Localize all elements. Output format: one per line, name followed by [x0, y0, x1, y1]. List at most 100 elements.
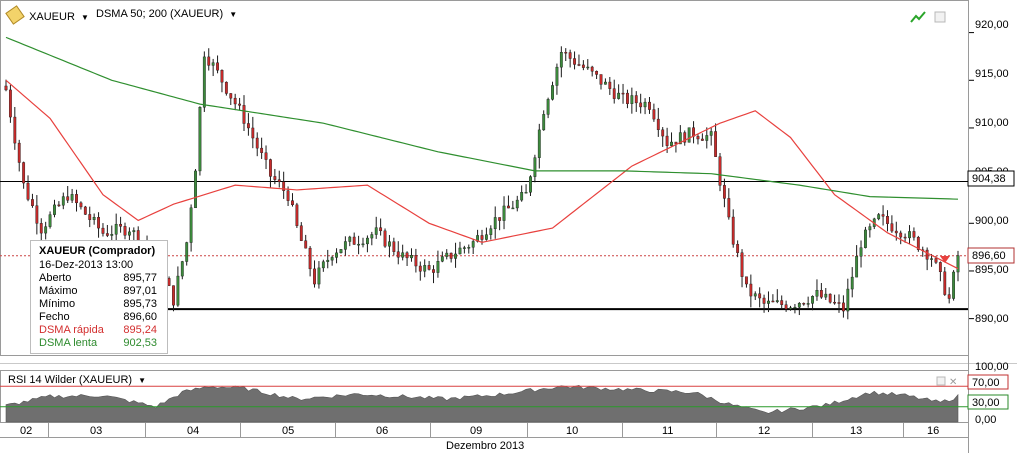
tooltip-row-label: Máximo: [39, 285, 78, 297]
candle-body: [216, 62, 219, 71]
candle-body: [573, 58, 576, 65]
candle-body: [370, 234, 374, 239]
symbol-selector[interactable]: XAUEUR ▼: [5, 5, 89, 25]
tooltip-row-value: 902,53: [123, 337, 157, 349]
candle-body: [524, 192, 528, 194]
candle-body: [674, 141, 678, 145]
candle-body: [13, 116, 17, 144]
grid: [48, 423, 904, 437]
candle-body: [793, 306, 797, 309]
candle-body: [233, 97, 237, 105]
tooltip-row-high: Máximo 897,01: [39, 285, 165, 298]
tooltip-row-value: 897,01: [123, 285, 157, 297]
candle-body: [39, 223, 43, 234]
indicator-selector[interactable]: DSMA 50; 200 (XAUEUR) ▼: [96, 8, 237, 20]
candle-body: [167, 278, 171, 286]
candle-body: [718, 156, 722, 186]
chevron-down-icon[interactable]: ▼: [229, 10, 238, 19]
rsi-lower-box: [967, 394, 1009, 410]
candle-body: [335, 252, 338, 258]
candle-body: [462, 247, 466, 249]
tooltip-row-value: 895,77: [123, 272, 157, 284]
candle-body: [326, 259, 330, 262]
candle-body: [493, 217, 497, 229]
candle-body: [498, 217, 502, 221]
chevron-down-icon[interactable]: ▼: [138, 376, 147, 385]
candle-body: [947, 294, 951, 299]
candle-body: [229, 93, 233, 99]
candle-body: [79, 202, 83, 208]
candle-body: [564, 52, 568, 54]
candle-body: [930, 258, 933, 260]
candle-body: [771, 300, 775, 303]
candle-body: [758, 293, 762, 299]
candle-body: [317, 267, 321, 285]
tooltip-row-value: 896,60: [123, 311, 157, 323]
candle-body: [31, 199, 34, 206]
candle-body: [70, 194, 74, 201]
tooltip-row-open: Aberto 895,77: [39, 272, 165, 285]
candle-body: [172, 285, 175, 306]
candle-body: [313, 268, 316, 285]
pencil-icon[interactable]: [5, 5, 25, 25]
candle-body: [176, 275, 180, 306]
candle-body: [489, 228, 493, 235]
candle-body: [542, 114, 546, 131]
candle-body: [101, 227, 105, 234]
candle-body: [92, 217, 96, 220]
candle-body: [277, 179, 281, 183]
candle-body: [57, 204, 61, 207]
candle-body: [48, 214, 52, 227]
tooltip-row-label: Fecho: [39, 311, 70, 323]
candle-body: [304, 240, 308, 249]
rsi-selector[interactable]: RSI 14 Wilder (XAUEUR) ▼: [8, 374, 146, 386]
rsi-restore-icon[interactable]: [936, 376, 946, 386]
chevron-down-icon[interactable]: ▼: [80, 13, 89, 22]
candle-body: [661, 129, 665, 137]
candle-body: [841, 302, 845, 312]
candle-body: [224, 81, 228, 94]
candle-body: [855, 256, 859, 278]
candle-body: [714, 131, 718, 157]
trend-arrow-icon[interactable]: [910, 11, 926, 23]
candle-body: [436, 261, 440, 273]
candle-body: [22, 162, 26, 184]
restore-icon[interactable]: [934, 11, 946, 23]
candle-body: [846, 288, 850, 312]
candle-body: [4, 85, 8, 91]
candle-body: [577, 64, 581, 66]
candle-body: [418, 265, 422, 272]
indicator-label: DSMA 50; 200 (XAUEUR): [96, 8, 224, 20]
candle-body: [445, 252, 449, 257]
candle-body: [925, 249, 929, 260]
price-tick-label: 920,00: [975, 19, 1009, 31]
candle-body: [956, 255, 960, 273]
candle-body: [264, 152, 268, 160]
candle-body: [705, 135, 709, 141]
rsi-close-icon[interactable]: ✕: [949, 377, 957, 388]
candle-body: [388, 241, 391, 247]
day-label: 04: [187, 425, 199, 437]
symbol-label: XAUEUR: [29, 11, 75, 23]
candle-body: [282, 181, 286, 191]
slow-ma-line: [5, 36, 959, 200]
candle-body: [903, 236, 907, 239]
candle-body: [621, 92, 625, 95]
candle-body: [908, 231, 911, 239]
candle-body: [511, 207, 515, 210]
candle-body: [709, 131, 713, 136]
candle-body: [864, 229, 867, 248]
day-label: 10: [566, 425, 578, 437]
candle-body: [286, 190, 290, 201]
candle-body: [533, 157, 537, 177]
candle-body: [8, 89, 12, 118]
candle-body: [568, 52, 572, 59]
candle-body: [696, 136, 700, 140]
candle-body: [348, 236, 352, 242]
candle-body: [626, 92, 629, 104]
candle-body: [273, 176, 277, 180]
candle-body: [775, 300, 779, 303]
day-label: 03: [90, 425, 102, 437]
candle-body: [35, 205, 39, 224]
candle-body: [26, 182, 30, 200]
